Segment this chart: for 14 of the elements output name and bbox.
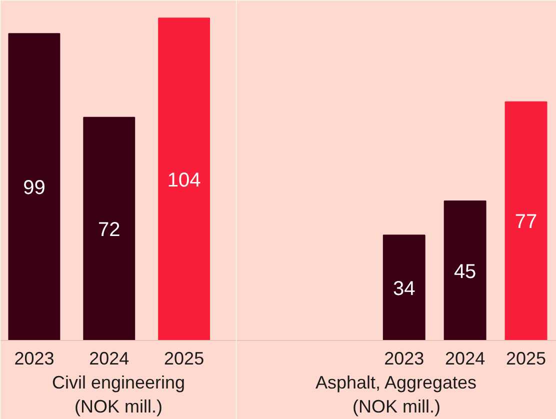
data-label: 104 [167,169,201,192]
x-tick-label: 2025 [164,348,204,368]
data-label: 99 [23,177,46,200]
x-tick-label: 2023 [14,348,54,368]
data-label: 72 [98,218,120,241]
x-tick-label: 2024 [89,348,130,368]
x-axis-title: Civil engineering (NOK mill.) [52,372,186,416]
x-tick-label: 2023 [384,348,424,368]
data-label: 34 [392,278,416,300]
x-axis-title: Asphalt, Aggregates (NOK mill.) [315,372,477,416]
x-tick-label: 2025 [506,348,546,368]
x-tick-label: 2024 [445,348,486,368]
data-label: 77 [514,211,538,234]
data-label: 45 [454,260,476,283]
